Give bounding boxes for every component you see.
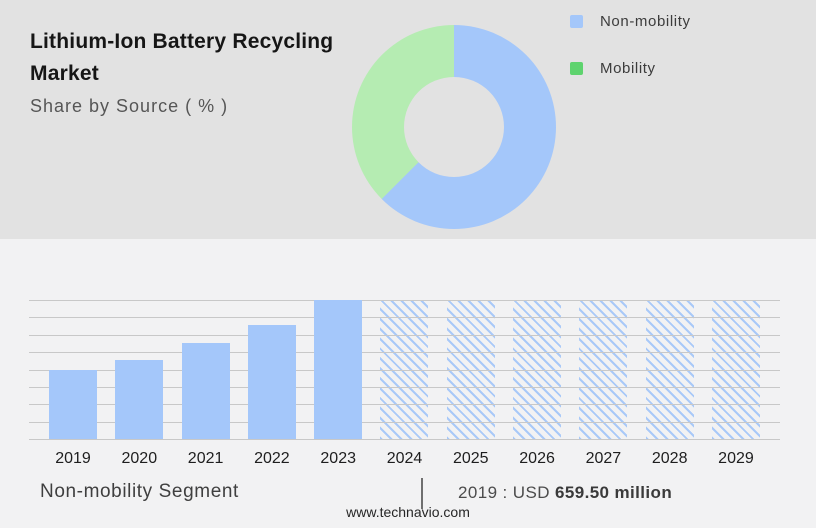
gridline	[29, 421, 780, 423]
gridline	[29, 369, 780, 371]
footer-value-amount: 659.50 million	[555, 483, 673, 502]
title-block: Lithium-Ion Battery Recycling Market Sha…	[30, 26, 364, 117]
legend-label: Non-mobility	[600, 13, 691, 30]
legend-item-mobility: Mobility	[570, 60, 691, 77]
x-tick-label-2027: 2027	[585, 450, 622, 467]
x-tick-label-2028: 2028	[651, 450, 688, 467]
x-tick-label-2025: 2025	[452, 450, 489, 467]
legend-item-non-mobility: Non-mobility	[570, 13, 691, 30]
bar-2020	[115, 359, 164, 439]
bar-chart-plot-area	[29, 300, 780, 440]
footer-divider	[421, 478, 423, 509]
gridline	[29, 439, 780, 440]
donut-hole	[404, 77, 504, 177]
bar-2023	[314, 300, 363, 439]
x-tick-label-2029: 2029	[718, 450, 754, 467]
legend-label: Mobility	[600, 60, 656, 77]
bar-chart-section: 2019 2020 2021 2022 2023 2024 2025 2026 2027 2028…	[0, 239, 816, 528]
legend-swatch-blue-icon	[570, 15, 583, 28]
x-tick-label-2022: 2022	[254, 450, 290, 467]
gridline	[29, 334, 780, 336]
x-tick-label-2026: 2026	[519, 450, 555, 467]
gridline	[29, 386, 780, 388]
page-title: Lithium-Ion Battery Recycling Market	[30, 30, 334, 85]
bar-2021	[181, 343, 230, 439]
website-text: www.technavio.com	[346, 504, 470, 520]
x-tick-label-2024: 2024	[386, 450, 423, 467]
x-tick-label-2019: 2019	[55, 450, 91, 467]
chart-subtitle: Share by Source ( % )	[30, 96, 229, 116]
footer-value: 2019 : USD 659.50 million	[458, 483, 672, 503]
legend-swatch-green-icon	[570, 62, 583, 75]
gridline	[29, 352, 780, 354]
gridline	[29, 317, 780, 319]
x-tick-label-2021: 2021	[187, 450, 224, 467]
x-axis-labels: 2019 2020 2021 2022 2023 2024 2025 2026 2027 2028…	[29, 450, 780, 468]
bar-2022	[247, 325, 296, 439]
segment-label: Non-mobility Segment	[40, 481, 239, 502]
footer-value-prefix: 2019 : USD	[458, 483, 556, 502]
chart-legend: Non-mobility Mobility	[570, 13, 691, 107]
x-tick-label-2023: 2023	[320, 450, 356, 467]
gridline	[29, 300, 780, 301]
x-tick-label-2020: 2020	[121, 450, 158, 467]
donut-chart	[352, 25, 556, 229]
header-section: Lithium-Ion Battery Recycling Market Sha…	[0, 0, 816, 239]
bar-2019	[49, 369, 97, 439]
gridline	[29, 404, 780, 406]
